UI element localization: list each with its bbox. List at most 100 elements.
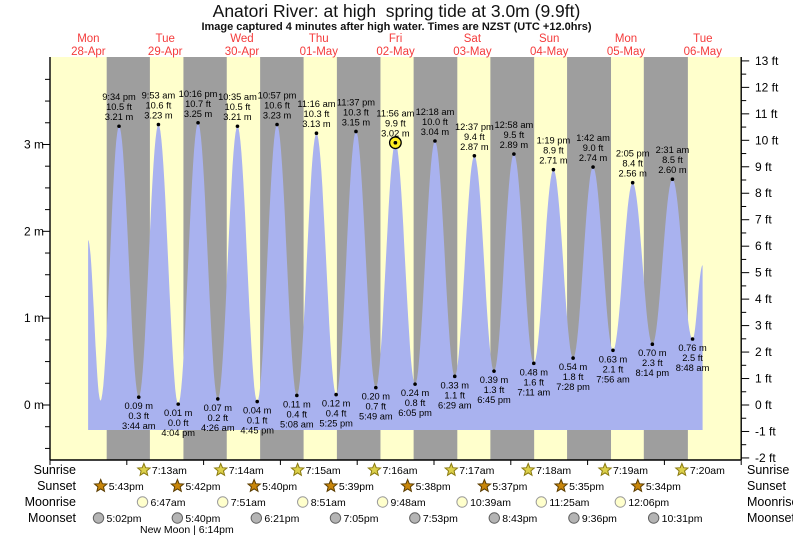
low-tide-label: 6:05 pm (398, 408, 432, 418)
high-tide-label: 11:16 am (297, 99, 335, 109)
high-tide-label: 8.9 ft (543, 146, 564, 156)
sunrise-star-icon (674, 462, 690, 477)
sunset-time: 5:42pm (185, 481, 220, 493)
high-tide-label: 1:42 am (576, 133, 610, 143)
y-axis-right-label: 12 ft (755, 80, 779, 94)
tide-extremum-dot (690, 337, 695, 341)
tide-extremum-dot (531, 361, 536, 366)
low-tide-label: 0.0 ft (168, 418, 189, 428)
low-tide-label: 1.6 ft (523, 377, 544, 387)
y-axis-right-label: 10 ft (755, 133, 779, 147)
moonrise-circle-icon (614, 496, 627, 508)
y-axis-left-label: 0 m (24, 398, 44, 412)
sunrise-time: 7:13am (152, 465, 187, 477)
low-tide-label: 0.20 m (362, 392, 391, 402)
low-tide-label: 0.01 m (164, 408, 193, 418)
low-tide-label: 0.76 m (678, 343, 707, 353)
tide-extremum-dot (551, 167, 556, 172)
high-tide-label: 12:58 am (495, 120, 534, 130)
day-label: Sun (539, 33, 559, 45)
tide-extremum-dot (393, 140, 398, 145)
astro-row-label-left: Sunset (37, 479, 76, 493)
low-tide-label: 7:56 am (596, 374, 630, 384)
moonrise-circle-icon (535, 496, 548, 508)
high-tide-label: 8.5 ft (662, 155, 683, 165)
low-tide-label: 0.09 m (125, 401, 154, 411)
sunrise-time: 7:19am (613, 465, 648, 477)
low-tide-label: 4:04 pm (161, 428, 195, 438)
tide-extremum-dot (235, 124, 240, 129)
low-tide-label: 0.3 ft (128, 411, 149, 421)
moonrise-time: 9:48am (391, 497, 426, 509)
moonrise-circle-icon (297, 496, 309, 508)
low-tide-label: 0.2 ft (207, 413, 228, 423)
astro-row-label-right: Moonrise (747, 495, 793, 509)
high-tide-label: 3.15 m (342, 117, 371, 127)
low-tide-label: 0.1 ft (247, 416, 268, 426)
high-tide-label: 2:31 am (656, 145, 690, 155)
astro-row-label-right: Sunrise (747, 463, 789, 477)
moonrise-time: 8:51am (311, 497, 346, 509)
low-tide-label: 0.48 m (520, 367, 549, 377)
low-tide-label: 0.8 ft (405, 398, 426, 408)
tide-extremum-dot (374, 385, 378, 390)
high-tide-label: 2.89 m (500, 140, 529, 150)
sunrise-star-icon (290, 462, 306, 477)
chart-title: Anatori River: at high spring tide at 3.… (212, 1, 581, 21)
tide-extremum-dot (571, 356, 575, 360)
high-tide-label: 9.5 ft (504, 130, 525, 140)
day-date-label: 03-May (453, 46, 492, 58)
y-axis-right-label: 0 ft (755, 398, 772, 412)
high-tide-label: 9:53 am (142, 91, 176, 101)
low-tide-label: 0.4 ft (326, 409, 347, 419)
low-tide-label: 0.7 ft (365, 402, 386, 412)
sunset-star-icon (630, 478, 646, 493)
low-tide-label: 1.1 ft (444, 390, 465, 400)
tide-extremum-dot (433, 139, 437, 143)
moonset-circle-icon (647, 512, 660, 524)
moonset-time: 10:31pm (662, 513, 703, 525)
moonrise-circle-icon (376, 496, 389, 508)
astro-row-label-left: Moonrise (25, 495, 76, 509)
high-tide-label: 10:57 pm (258, 91, 297, 101)
y-axis-left-label: 2 m (24, 224, 44, 238)
tide-extremum-dot (136, 395, 141, 399)
sunset-star-icon (400, 478, 416, 493)
moonrise-time: 10:39am (470, 497, 511, 509)
tide-extremum-dot (512, 152, 516, 156)
day-date-label: 02-May (376, 46, 415, 58)
day-label: Tue (693, 33, 712, 45)
sunset-time: 5:35pm (569, 481, 604, 493)
moonset-circle-icon (92, 512, 105, 524)
low-tide-label: 0.04 m (243, 406, 272, 416)
tide-extremum-dot (295, 393, 299, 398)
high-tide-label: 2.71 m (539, 156, 568, 166)
tide-extremum-dot (314, 131, 319, 135)
low-tide-label: 1.3 ft (484, 385, 505, 395)
high-tide-label: 3.21 m (223, 112, 252, 122)
day-date-label: 29-Apr (148, 46, 183, 58)
y-axis-right-label: 11 ft (755, 107, 778, 121)
axes: 0 m 1 m 2 m 3 m -2 ft -1 ft 0 ft 1 ft 2 ft 3 ft 4 … (24, 54, 779, 465)
low-tide-label: 1.8 ft (563, 372, 584, 382)
low-tide-label: 0.4 ft (286, 409, 307, 419)
day-date-label: 06-May (684, 46, 723, 58)
high-tide-label: 10.7 ft (185, 99, 211, 109)
y-axis-right-label: -1 ft (755, 424, 776, 438)
low-tide-label: 5:49 am (359, 412, 393, 422)
high-tide-label: 12:18 am (416, 107, 455, 117)
sunset-time: 5:37pm (492, 481, 527, 493)
sunset-time: 5:34pm (646, 481, 681, 493)
sunset-time: 5:39pm (339, 481, 374, 493)
y-axis-left-label: 1 m (24, 311, 44, 325)
high-tide-label: 10.3 ft (304, 109, 330, 119)
sunrise-time: 7:17am (459, 465, 494, 477)
y-axis-right-label: 4 ft (755, 292, 772, 306)
high-tide-label: 9.0 ft (583, 143, 604, 153)
astro-row-label-right: Moonset (747, 511, 793, 525)
tide-extremum-dot (255, 399, 259, 404)
tide-extremum-dot (611, 348, 615, 353)
day-date-label: 01-May (300, 46, 339, 58)
low-tide-label: 0.11 m (283, 399, 311, 409)
low-tide-label: 2.5 ft (682, 353, 703, 363)
